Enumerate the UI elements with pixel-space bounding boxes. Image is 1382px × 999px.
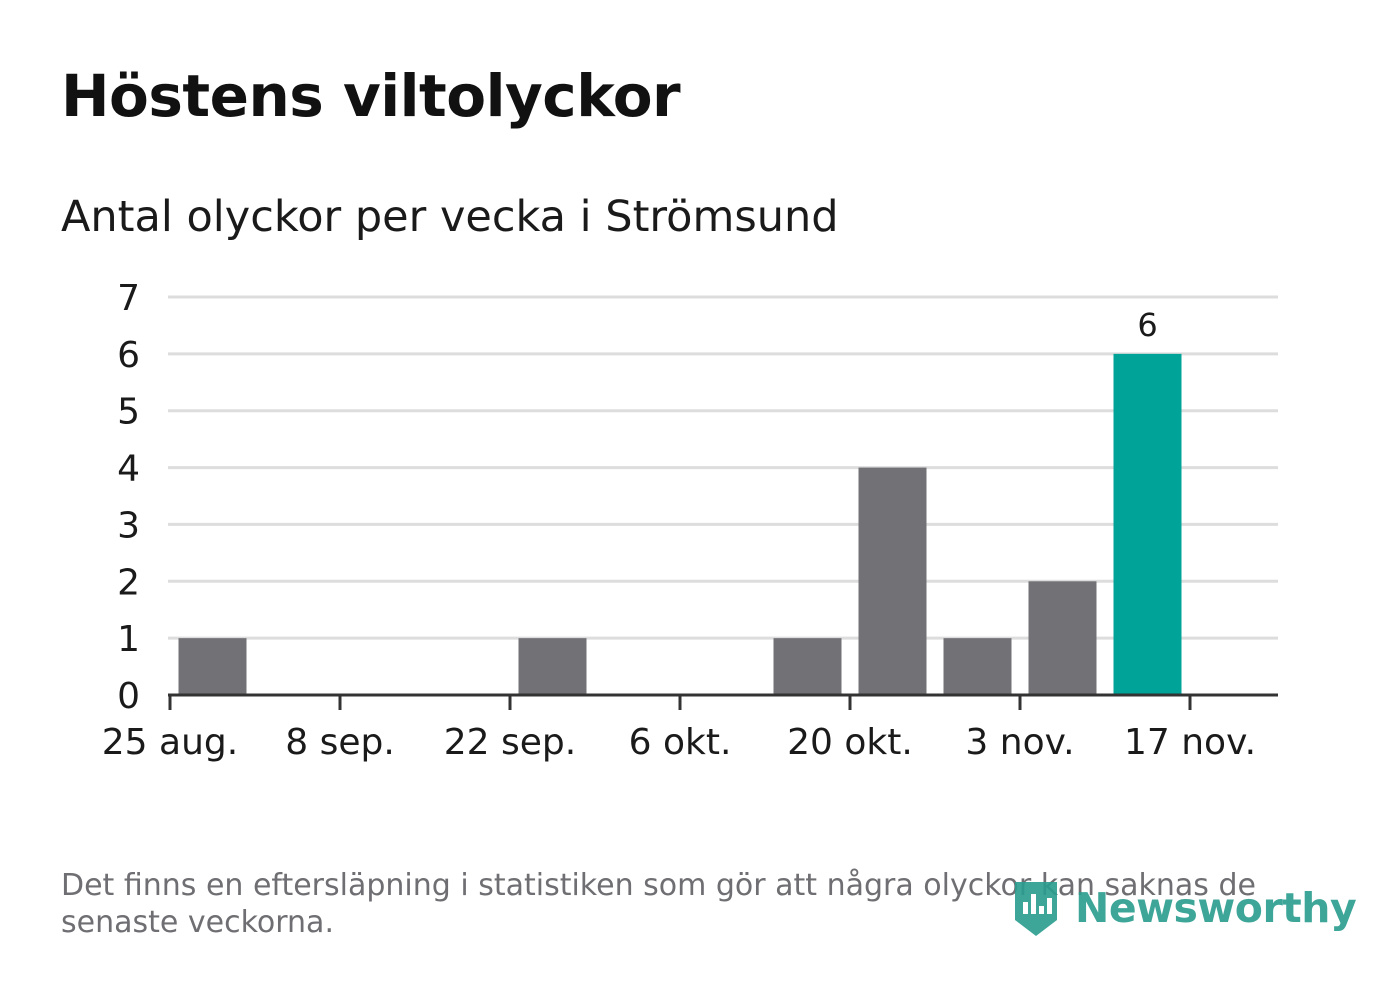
logo-text: Newsworthy bbox=[1075, 884, 1357, 932]
chart-subtitle: Antal olyckor per vecka i Strömsund bbox=[61, 192, 839, 242]
x-tick-label: 25 aug. bbox=[102, 722, 238, 763]
x-tick-label: 17 nov. bbox=[1124, 722, 1256, 763]
bar bbox=[518, 638, 587, 695]
bar bbox=[858, 467, 927, 695]
bar bbox=[1028, 581, 1097, 695]
x-tick-label: 22 sep. bbox=[444, 722, 576, 763]
x-tick-label: 8 sep. bbox=[285, 722, 395, 763]
x-tick-label: 20 okt. bbox=[787, 722, 913, 763]
y-tick-label: 0 bbox=[117, 676, 140, 717]
y-tick-label: 5 bbox=[117, 392, 140, 433]
bar bbox=[178, 638, 247, 695]
bar bbox=[1113, 353, 1182, 695]
newsworthy-logo: Newsworthy bbox=[1011, 876, 1357, 940]
data-label: 6 bbox=[1137, 306, 1157, 344]
x-tick-label: 6 okt. bbox=[629, 722, 732, 763]
y-tick-label: 4 bbox=[117, 449, 140, 490]
y-tick-label: 6 bbox=[117, 335, 140, 376]
chart-title: Höstens viltolyckor bbox=[61, 62, 681, 130]
x-tick-label: 3 nov. bbox=[965, 722, 1074, 763]
y-tick-label: 1 bbox=[117, 619, 140, 660]
bar bbox=[773, 638, 842, 695]
y-tick-label: 2 bbox=[117, 562, 140, 603]
bar-chart-badge-icon bbox=[1015, 882, 1057, 936]
bar bbox=[943, 638, 1012, 695]
y-tick-label: 7 bbox=[117, 278, 140, 319]
y-tick-label: 3 bbox=[117, 505, 140, 546]
